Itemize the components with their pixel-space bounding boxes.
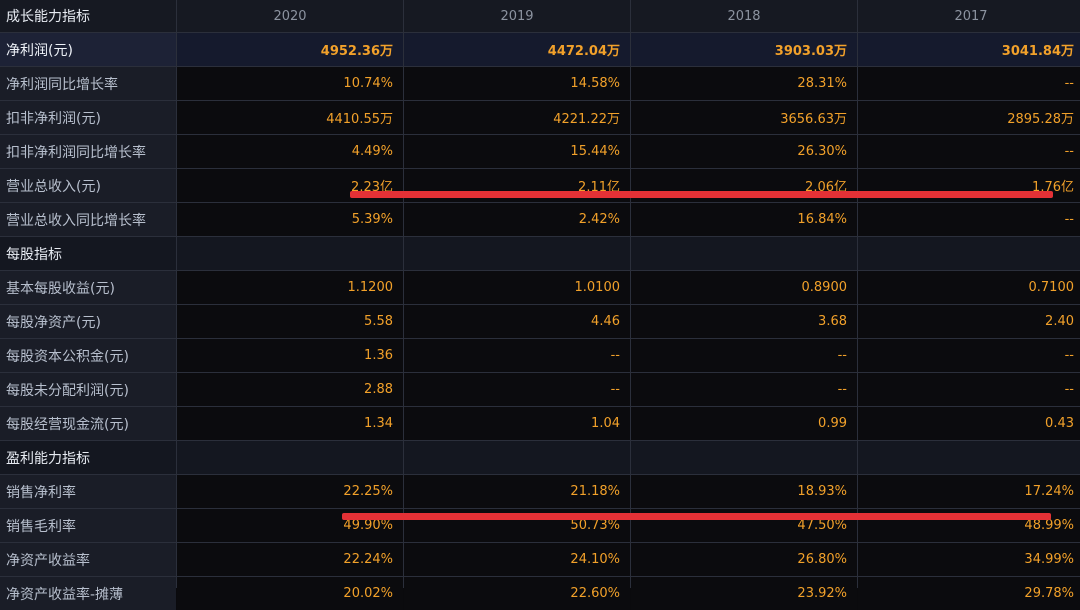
table-cell: --	[858, 135, 1080, 168]
section-header: 每股指标	[0, 237, 176, 270]
table-cell: 0.7100	[858, 271, 1080, 304]
table-cell: 14.58%	[404, 67, 630, 100]
table-cell	[177, 237, 403, 270]
row-label: 每股经营现金流(元)	[0, 407, 176, 440]
table-cell	[404, 441, 630, 474]
table-cell: 4952.36万	[177, 33, 403, 66]
row-label: 基本每股收益(元)	[0, 271, 176, 304]
table-cell: 1.34	[177, 407, 403, 440]
table-cell: --	[858, 373, 1080, 406]
table-cell: 5.58	[177, 305, 403, 338]
year-column-header[interactable]: 2017	[858, 0, 1080, 32]
section-header: 盈利能力指标	[0, 441, 176, 474]
table-cell: 26.30%	[631, 135, 857, 168]
table-cell: 10.74%	[177, 67, 403, 100]
table-cell: 28.31%	[631, 67, 857, 100]
table-cell: 1.04	[404, 407, 630, 440]
row-label: 每股未分配利润(元)	[0, 373, 176, 406]
row-label: 每股资本公积金(元)	[0, 339, 176, 372]
table-cell: 24.10%	[404, 543, 630, 576]
row-label: 净利润同比增长率	[0, 67, 176, 100]
table-cell: 2.88	[177, 373, 403, 406]
table-cell: --	[858, 339, 1080, 372]
table-cell: 4472.04万	[404, 33, 630, 66]
row-label: 净利润(元)	[0, 33, 176, 66]
table-cell: 18.93%	[631, 475, 857, 508]
row-label: 销售净利率	[0, 475, 176, 508]
table-cell: 1.1200	[177, 271, 403, 304]
table-cell: 3903.03万	[631, 33, 857, 66]
table-cell: --	[858, 67, 1080, 100]
row-label: 营业总收入(元)	[0, 169, 176, 202]
table-cell: 26.80%	[631, 543, 857, 576]
table-cell: 17.24%	[858, 475, 1080, 508]
table-cell	[404, 237, 630, 270]
table-cell: 4.49%	[177, 135, 403, 168]
table-cell: 2895.28万	[858, 101, 1080, 134]
table-cell: 2.40	[858, 305, 1080, 338]
row-label: 每股净资产(元)	[0, 305, 176, 338]
table-cell: 15.44%	[404, 135, 630, 168]
table-cell: 21.18%	[404, 475, 630, 508]
row-label: 销售毛利率	[0, 509, 176, 542]
table-cell: 2.42%	[404, 203, 630, 236]
table-cell: 4410.55万	[177, 101, 403, 134]
table-cell: --	[631, 373, 857, 406]
table-cell: 49.90%	[177, 509, 403, 542]
row-label: 净资产收益率-摊薄	[0, 577, 176, 610]
red-underline-gross-margin	[342, 513, 1051, 520]
table-cell: 22.24%	[177, 543, 403, 576]
row-label: 净资产收益率	[0, 543, 176, 576]
table-cell: 4.46	[404, 305, 630, 338]
table-cell: 16.84%	[631, 203, 857, 236]
table-cell: 34.99%	[858, 543, 1080, 576]
table-cell	[858, 441, 1080, 474]
table-cell: --	[404, 373, 630, 406]
year-column-header[interactable]: 2019	[404, 0, 630, 32]
table-cell	[858, 237, 1080, 270]
table-cell: 5.39%	[177, 203, 403, 236]
table-cell: 22.25%	[177, 475, 403, 508]
table-cell: 23.92%	[631, 577, 857, 610]
table-cell: 0.43	[858, 407, 1080, 440]
table-cell	[177, 441, 403, 474]
row-label: 扣非净利润同比增长率	[0, 135, 176, 168]
table-cell: --	[858, 203, 1080, 236]
table-cell: 1.0100	[404, 271, 630, 304]
table-cell: 4221.22万	[404, 101, 630, 134]
table-cell: --	[404, 339, 630, 372]
year-column-header[interactable]: 2018	[631, 0, 857, 32]
table-cell: 3656.63万	[631, 101, 857, 134]
table-cell	[631, 441, 857, 474]
table-cell: 22.60%	[404, 577, 630, 610]
table-cell: 3041.84万	[858, 33, 1080, 66]
table-cell	[631, 237, 857, 270]
table-cell: 3.68	[631, 305, 857, 338]
red-underline-revenue	[350, 191, 1053, 198]
row-label: 扣非净利润(元)	[0, 101, 176, 134]
table-cell: --	[631, 339, 857, 372]
table-cell: 20.02%	[177, 577, 403, 610]
table-cell: 0.99	[631, 407, 857, 440]
table-cell: 29.78%	[858, 577, 1080, 610]
table-header-label: 成长能力指标	[0, 0, 176, 32]
row-label: 营业总收入同比增长率	[0, 203, 176, 236]
table-cell: 0.8900	[631, 271, 857, 304]
year-column-header[interactable]: 2020	[177, 0, 403, 32]
table-cell: 1.36	[177, 339, 403, 372]
